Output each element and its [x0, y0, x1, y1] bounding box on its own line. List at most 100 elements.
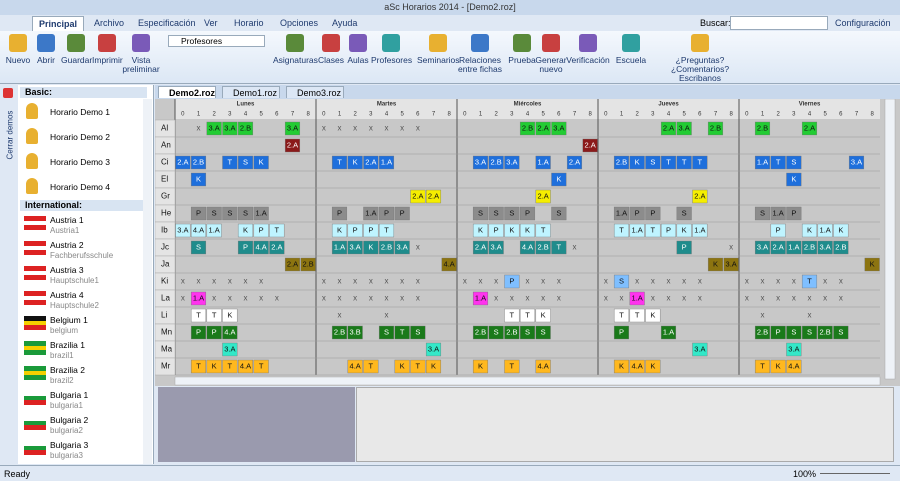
- menu-tab[interactable]: Principal: [32, 16, 85, 31]
- doc-tab[interactable]: Demo2.roz: [158, 86, 216, 98]
- ribbon-button[interactable]: Nuevo: [3, 34, 33, 65]
- bell-icon: [26, 178, 38, 194]
- ribbon-button[interactable]: Prueba: [508, 34, 536, 65]
- demo-item[interactable]: Bulgaria 2: [50, 415, 89, 425]
- ribbon-button[interactable]: Aulas: [346, 34, 370, 65]
- menu-tab[interactable]: Ver: [204, 18, 218, 28]
- search-box[interactable]: [730, 16, 828, 30]
- ribbon-button[interactable]: Verificación: [564, 34, 612, 65]
- demo-item[interactable]: Brazilia 2: [50, 365, 85, 375]
- lesson-card: [504, 274, 520, 289]
- lesson-card: [723, 257, 739, 272]
- ribbon-button[interactable]: Clases: [317, 34, 345, 65]
- blocked-mark: x: [635, 277, 639, 286]
- blocked-mark: x: [792, 277, 796, 286]
- lesson-label: 1.A: [663, 327, 674, 336]
- demo-item[interactable]: Bulgaria 3: [50, 440, 89, 450]
- menu-tab[interactable]: Opciones: [280, 18, 319, 28]
- ribbon-button[interactable]: Seminarios: [417, 34, 460, 65]
- doc-tab[interactable]: Demo3.roz: [286, 86, 344, 98]
- view-select[interactable]: Profesores: [168, 35, 265, 47]
- ribbon-button[interactable]: Imprimir: [92, 34, 123, 65]
- demo-subtitle: bulgaria3: [50, 451, 83, 460]
- lesson-label: 2.B: [491, 157, 502, 166]
- lesson-card: [378, 155, 395, 170]
- demo-item[interactable]: Austria 3: [50, 265, 84, 275]
- blocked-mark: x: [839, 277, 843, 286]
- demo-item[interactable]: Austria 4: [50, 290, 84, 300]
- lesson-card: [347, 223, 363, 238]
- lesson-label: 4.A: [632, 361, 643, 370]
- blocked-mark: x: [385, 277, 389, 286]
- close-demos[interactable]: Cerrar demos: [5, 110, 15, 160]
- demo-item[interactable]: Horario Demo 4: [50, 182, 110, 192]
- demo-item[interactable]: Horario Demo 1: [50, 107, 110, 117]
- lesson-card: [817, 223, 833, 238]
- flag-stripe: [24, 350, 46, 356]
- lesson-label: P: [400, 208, 405, 217]
- lesson-card: [629, 308, 645, 323]
- close-icon[interactable]: [3, 88, 13, 98]
- period-label: 5: [541, 112, 545, 118]
- lesson-card: [833, 325, 849, 340]
- lesson-card: [801, 274, 818, 289]
- ribbon-button[interactable]: Escuela: [615, 34, 647, 65]
- lesson-label: 3.A: [851, 157, 862, 166]
- lesson-card: [848, 155, 865, 170]
- demo-item[interactable]: Brazilia 1: [50, 340, 85, 350]
- lesson-card: [206, 325, 222, 340]
- demo-item[interactable]: Austria 2: [50, 240, 84, 250]
- demo-item[interactable]: Horario Demo 3: [50, 157, 110, 167]
- demo-item[interactable]: Horario Demo 2: [50, 132, 110, 142]
- scrollbar[interactable]: [143, 99, 152, 464]
- button-label: Vista preliminar: [122, 55, 160, 74]
- demo-item[interactable]: Belgium 1: [50, 315, 88, 325]
- flag-stripe: [24, 420, 46, 426]
- ribbon-button[interactable]: Abrir: [31, 34, 61, 65]
- blocked-mark: x: [338, 311, 342, 320]
- flag-stripe: [24, 291, 46, 296]
- zoom-slider[interactable]: [820, 473, 890, 474]
- flag: [24, 316, 46, 331]
- flag-stripe: [24, 341, 46, 346]
- day-label: Lunes: [237, 102, 255, 108]
- demo-item[interactable]: Bulgaria 1: [50, 390, 89, 400]
- lesson-card: [363, 359, 379, 374]
- menu-tab[interactable]: Especificación: [138, 18, 196, 28]
- button-icon: [286, 34, 304, 52]
- demo-subtitle: bulgaria1: [50, 401, 83, 410]
- flag-stripe: [24, 391, 46, 396]
- ribbon-button[interactable]: Generar nuevo: [535, 34, 567, 74]
- menu-tab[interactable]: Horario: [234, 18, 264, 28]
- lesson-label: P: [619, 327, 624, 336]
- ribbon-button[interactable]: Vista preliminar: [121, 34, 161, 74]
- demo-subtitle: Fachberufsschule: [50, 251, 114, 260]
- button-label: Profesores: [371, 55, 413, 65]
- ribbon-button[interactable]: Relaciones entre fichas: [454, 34, 506, 74]
- lesson-card: [190, 206, 207, 221]
- ribbon-button[interactable]: Asignaturas: [273, 34, 318, 65]
- menu-tab[interactable]: Ayuda: [332, 18, 358, 28]
- ribbon-button[interactable]: Profesores: [371, 34, 413, 65]
- demo-item[interactable]: Austria 1: [50, 215, 84, 225]
- lesson-label: 2.A: [287, 259, 298, 268]
- lesson-card: [676, 121, 692, 136]
- lesson-label: T: [807, 276, 812, 285]
- blocked-mark: x: [369, 124, 373, 133]
- blocked-mark: x: [244, 277, 248, 286]
- lesson-card: [629, 291, 645, 306]
- menu-tab[interactable]: Archivo: [94, 18, 125, 28]
- lesson-label: 3.A: [224, 123, 235, 132]
- lesson-label: S: [541, 327, 546, 336]
- bell-icon: [26, 103, 38, 119]
- lesson-card: [660, 121, 677, 136]
- ribbon-button[interactable]: ¿Preguntas? ¿Comentarios? Escribanos: [659, 34, 741, 83]
- config-menu[interactable]: Configuración: [835, 18, 891, 28]
- row-label: Al: [161, 124, 168, 133]
- lesson-card: [190, 172, 207, 187]
- doc-tab[interactable]: Demo1.roz: [222, 86, 280, 98]
- lesson-label: 4.A: [240, 361, 251, 370]
- lesson-card: [676, 155, 692, 170]
- period-label: 0: [745, 112, 749, 118]
- ribbon-button[interactable]: Guardar: [61, 34, 92, 65]
